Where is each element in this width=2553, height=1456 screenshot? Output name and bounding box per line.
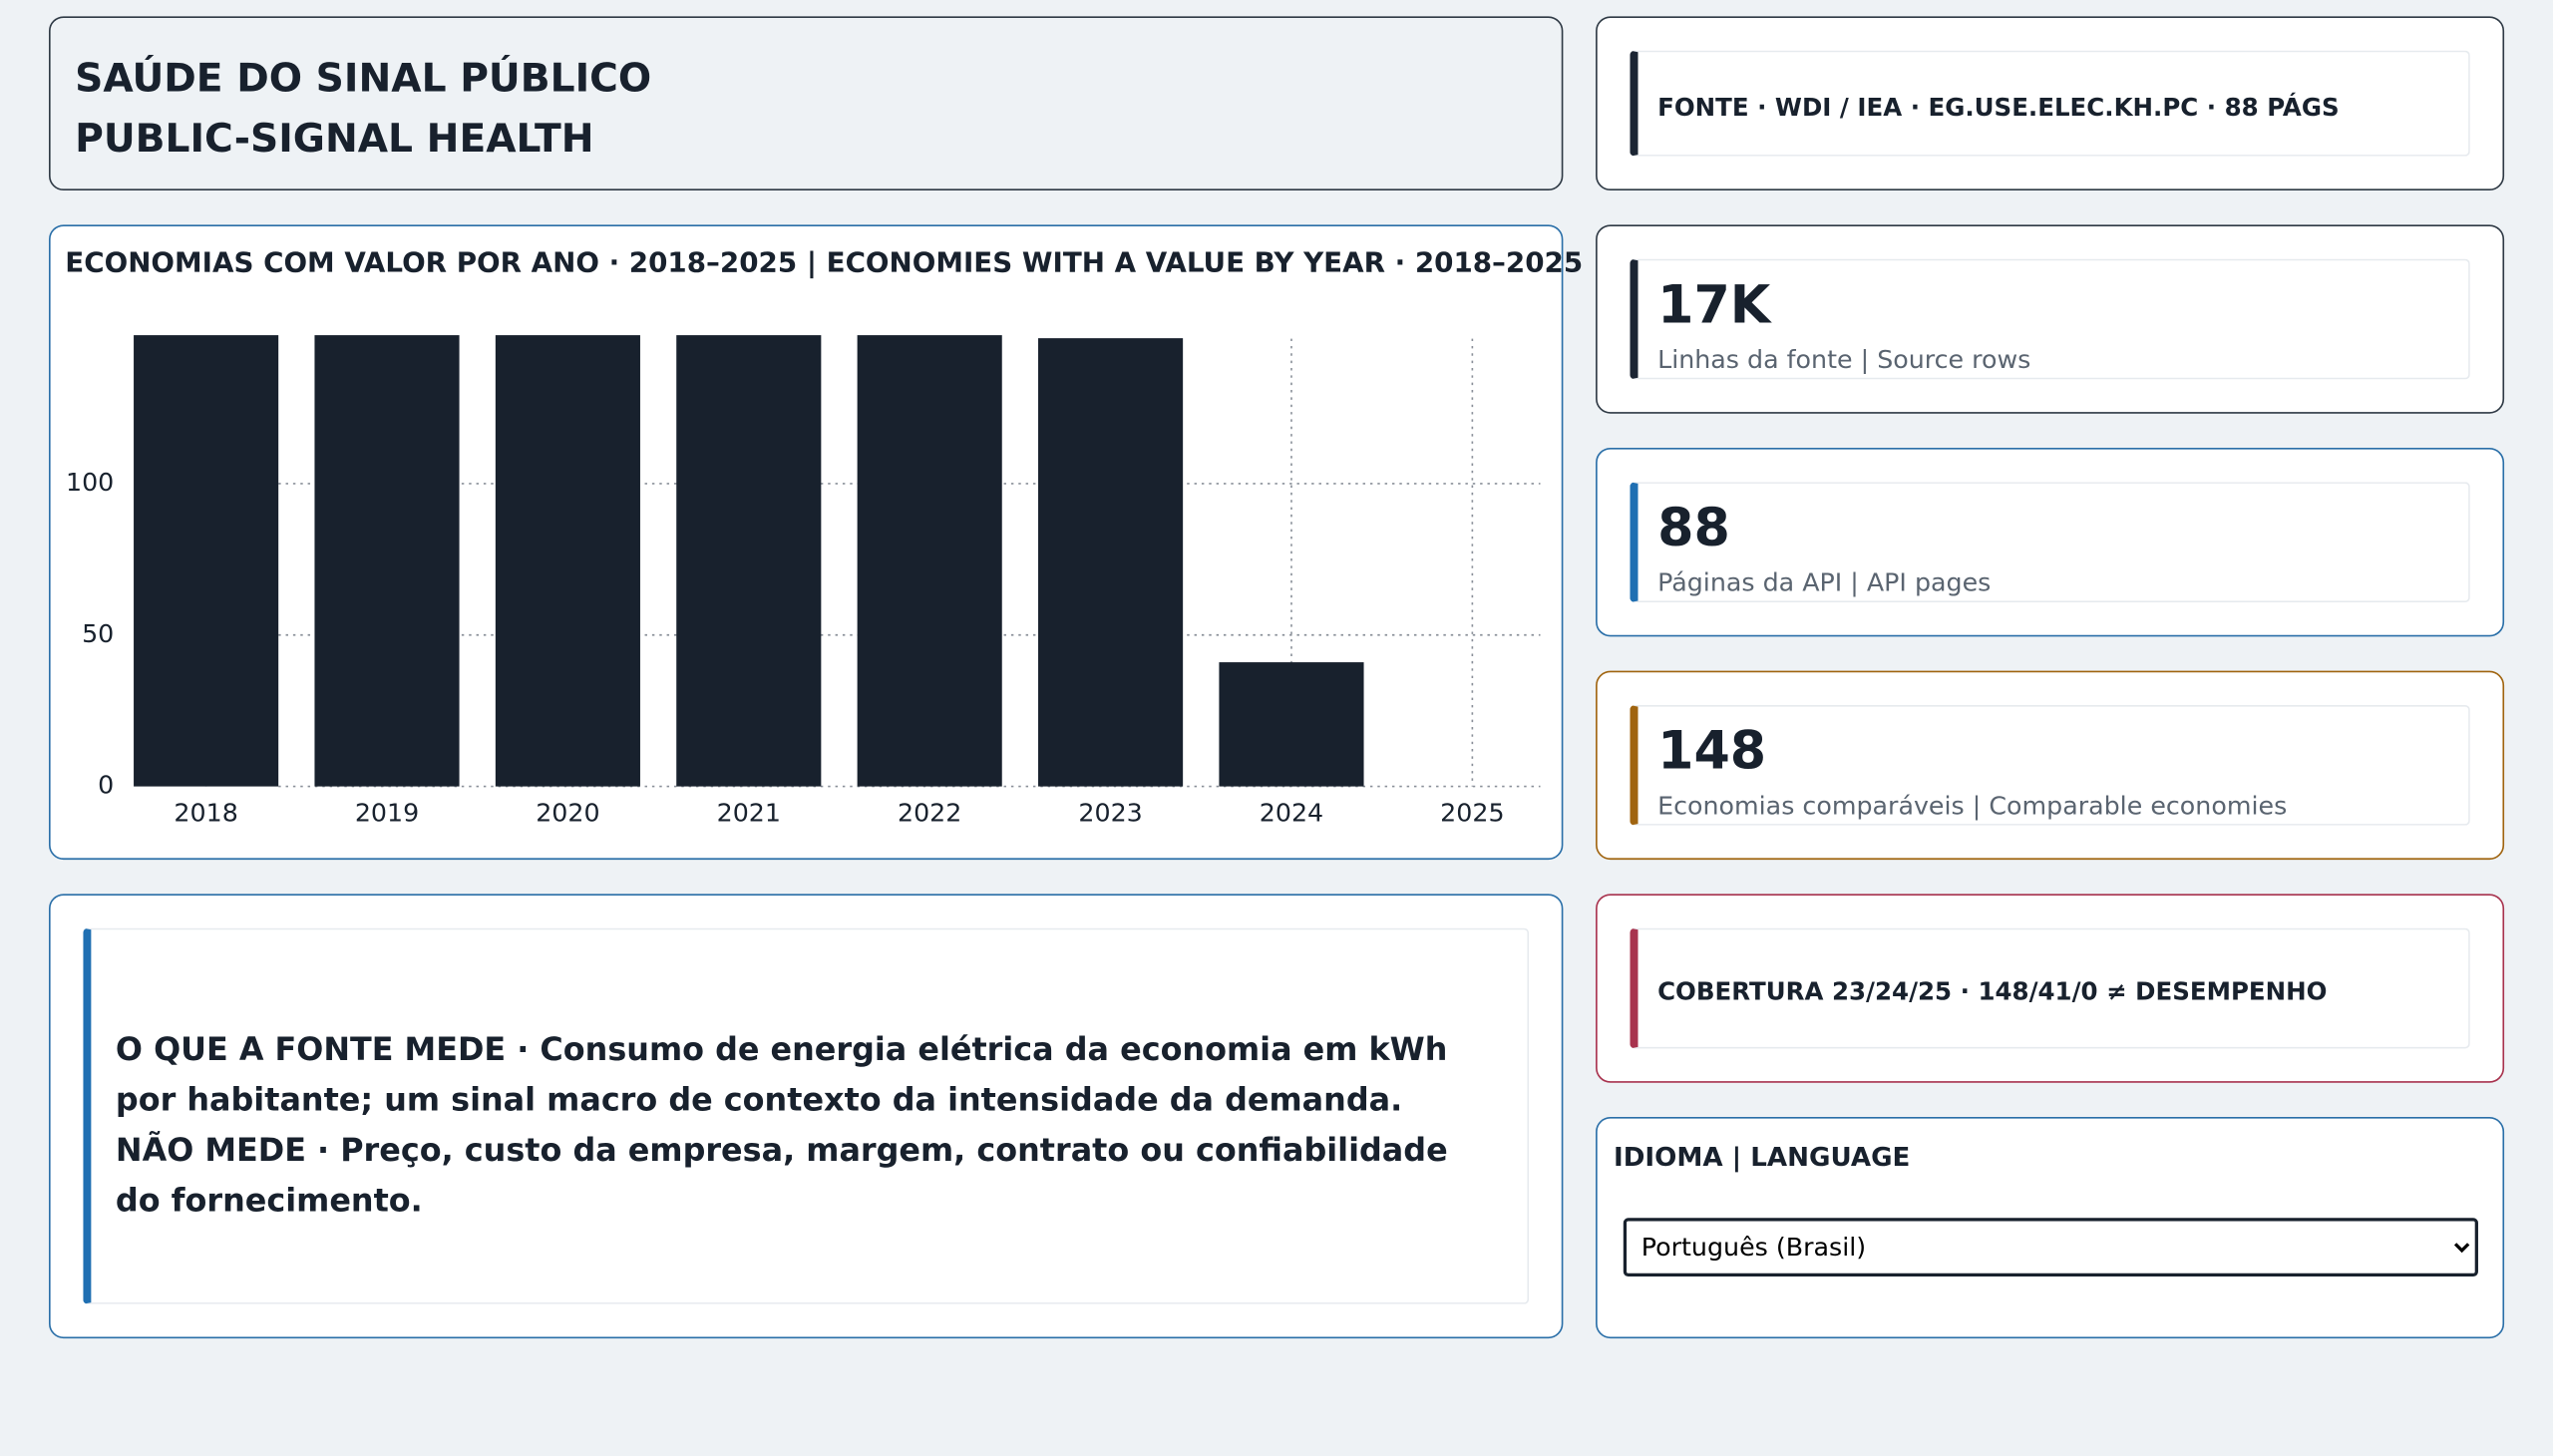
kpi-panel: 148 Economias comparáveis | Comparable ec… (1596, 670, 2505, 861)
coverage-text: COBERTURA 23/24/25 · 148/41/0 ≠ DESEMPEN… (1657, 976, 2328, 1007)
coverage-panel: COBERTURA 23/24/25 · 148/41/0 ≠ DESEMPEN… (1596, 894, 2505, 1083)
title-en: PUBLIC-SIGNAL HEALTH (75, 115, 594, 162)
kpi-label: Economias comparáveis | Comparable econo… (1657, 791, 2288, 821)
x-tick-label: 2018 (174, 798, 237, 827)
note-panel: O QUE A FONTE MEDE · Consumo de energia … (48, 894, 1564, 1339)
bar (495, 335, 640, 787)
bar (314, 335, 460, 787)
kpi-card: 88 Páginas da API | API pages (1630, 482, 2470, 603)
kpi-card: 17K Linhas da fonte | Source rows (1630, 258, 2470, 380)
x-tick-label: 2019 (355, 798, 419, 827)
y-tick-label: 0 (98, 771, 114, 800)
language-panel: IDIOMA | LANGUAGE Português (Brasil) (1596, 1117, 2505, 1339)
note-not-measures: NÃO MEDE · Preço, custo da empresa, marg… (115, 1131, 1448, 1220)
source-text: FONTE · WDI / IEA · EG.USE.ELEC.KH.PC · … (1657, 93, 2340, 123)
x-tick-label: 2020 (536, 798, 599, 827)
kpi-value: 148 (1657, 719, 1767, 782)
bar (134, 335, 279, 787)
note-measures: O QUE A FONTE MEDE · Consumo de energia … (115, 1030, 1448, 1119)
bar (676, 335, 822, 787)
note-card: O QUE A FONTE MEDE · Consumo de energia … (83, 927, 1530, 1304)
language-select[interactable]: Português (Brasil) (1623, 1218, 2478, 1277)
header-panel: SAÚDE DO SINAL PÚBLICO PUBLIC-SIGNAL HEA… (48, 16, 1564, 191)
kpi-card: 148 Economias comparáveis | Comparable ec… (1630, 704, 2470, 826)
bar (1038, 338, 1184, 787)
title-pt: SAÚDE DO SINAL PÚBLICO (75, 55, 652, 102)
coverage-card: COBERTURA 23/24/25 · 148/41/0 ≠ DESEMPEN… (1630, 927, 2470, 1049)
kpi-panel: 88 Páginas da API | API pages (1596, 447, 2505, 637)
language-label: IDIOMA | LANGUAGE (1614, 1141, 1911, 1173)
x-tick-label: 2022 (898, 798, 961, 827)
kpi-label: Linhas da fonte | Source rows (1657, 345, 2031, 375)
kpi-panel: 17K Linhas da fonte | Source rows (1596, 224, 2505, 414)
y-tick-label: 100 (66, 468, 114, 497)
kpi-value: 17K (1657, 273, 1771, 336)
bar (1219, 662, 1364, 787)
source-panel: FONTE · WDI / IEA · EG.USE.ELEC.KH.PC · … (1596, 16, 2505, 191)
kpi-value: 88 (1657, 496, 1730, 559)
y-tick-label: 50 (82, 619, 114, 648)
bar (857, 335, 1002, 787)
x-tick-label: 2025 (1440, 798, 1504, 827)
header: SAÚDE DO SINAL PÚBLICO PUBLIC-SIGNAL HEA… (75, 49, 651, 170)
chart-title: ECONOMIAS COM VALOR POR ANO · 2018–2025 … (65, 245, 1583, 278)
x-tick-label: 2023 (1078, 798, 1142, 827)
x-tick-label: 2021 (717, 798, 781, 827)
x-tick-label: 2024 (1260, 798, 1323, 827)
kpi-label: Páginas da API | API pages (1657, 567, 1992, 598)
source-card: FONTE · WDI / IEA · EG.USE.ELEC.KH.PC · … (1630, 50, 2470, 157)
